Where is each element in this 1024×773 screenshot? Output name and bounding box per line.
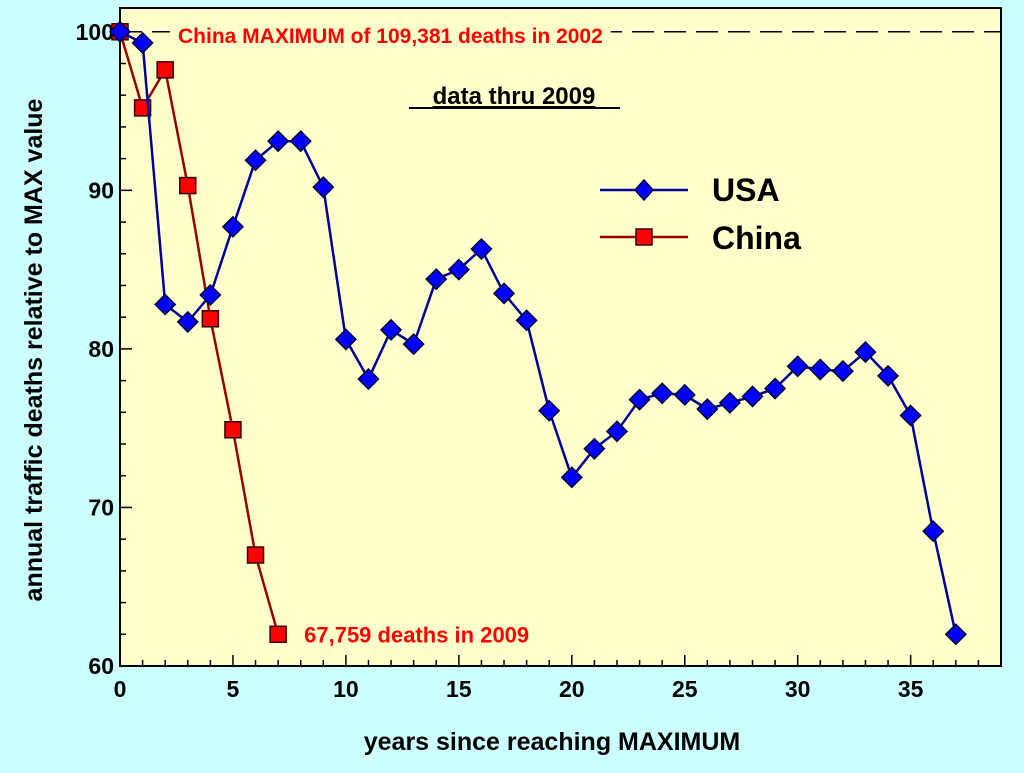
data-point-usa — [131, 31, 154, 54]
annotation-china-max: China MAXIMUM of 109,381 deaths in 2002 — [178, 25, 603, 48]
data-point-usa — [944, 623, 967, 646]
annotation-max-background — [170, 23, 611, 49]
x-tick-label: 15 — [446, 676, 472, 702]
data-point-usa — [470, 237, 493, 261]
data-point-usa — [764, 377, 787, 400]
legend-usa-marker — [633, 178, 655, 202]
legend-usa-label: USA — [712, 172, 780, 208]
data-point-usa — [221, 215, 245, 238]
chart-title: data thru 2009 — [433, 83, 596, 110]
data-point-usa — [696, 398, 719, 421]
data-point-usa — [199, 283, 222, 307]
data-point-china — [179, 176, 197, 195]
data-point-usa — [447, 258, 470, 281]
data-point-usa — [312, 176, 335, 199]
data-point-usa — [334, 328, 357, 351]
data-point-usa — [922, 520, 945, 543]
data-point-china — [201, 310, 220, 328]
data-point-china — [133, 99, 152, 117]
x-axis-title: years since reaching MAXIMUM — [364, 728, 741, 756]
y-tick-label: 70 — [88, 494, 114, 520]
series-usa — [108, 20, 967, 646]
data-point-china — [156, 61, 174, 79]
data-point-usa — [538, 399, 561, 422]
data-point-usa — [425, 268, 448, 291]
data-point-usa — [267, 130, 290, 153]
y-tick-label: 100 — [76, 19, 114, 45]
data-point-usa — [899, 404, 922, 427]
data-point-usa — [583, 437, 606, 460]
x-tick-label: 20 — [559, 676, 585, 702]
x-tick-label: 10 — [333, 676, 359, 702]
data-point-usa — [357, 367, 380, 391]
data-point-usa — [154, 293, 177, 316]
data-point-usa — [876, 364, 900, 387]
data-point-usa — [289, 130, 312, 153]
data-point-china — [246, 546, 265, 564]
x-tick-label: 0 — [114, 676, 127, 702]
data-point-china — [269, 625, 287, 644]
data-point-usa — [786, 355, 809, 378]
data-point-usa — [605, 420, 629, 443]
axis-ticks: 0 5 10 15 20 25 30 35 60 70 80 90 100 — [76, 19, 1002, 702]
y-tick-label: 90 — [88, 177, 114, 203]
annotation-china-2009: 67,759 deaths in 2009 — [304, 622, 529, 647]
data-point-usa — [741, 385, 764, 408]
data-point-usa — [854, 341, 877, 364]
data-point-usa — [244, 149, 267, 172]
y-axis-title: annual traffic deaths relative to MAX va… — [20, 98, 48, 601]
data-point-usa — [718, 391, 741, 414]
data-point-usa — [831, 360, 854, 383]
data-point-usa — [628, 388, 651, 411]
x-tick-label: 25 — [672, 676, 698, 702]
plot-area — [119, 7, 1002, 667]
series-layer — [108, 20, 967, 646]
x-tick-label: 5 — [227, 676, 240, 702]
x-tick-label: 35 — [898, 676, 924, 702]
data-point-usa — [809, 358, 832, 381]
legend-china-marker — [635, 228, 653, 246]
x-tick-label: 30 — [785, 676, 811, 702]
y-tick-label: 60 — [88, 653, 114, 679]
data-point-usa — [108, 20, 132, 43]
data-point-usa — [380, 318, 403, 341]
data-point-usa — [651, 382, 674, 405]
y-tick-label: 80 — [88, 336, 114, 362]
data-point-usa — [673, 383, 696, 406]
data-point-usa — [176, 310, 199, 333]
legend-china-label: China — [712, 220, 801, 256]
data-point-china — [224, 421, 242, 439]
data-point-usa — [560, 466, 583, 489]
data-point-usa — [402, 333, 425, 356]
data-point-usa — [515, 309, 538, 332]
legend: USA China — [600, 172, 801, 256]
data-point-usa — [492, 282, 516, 305]
